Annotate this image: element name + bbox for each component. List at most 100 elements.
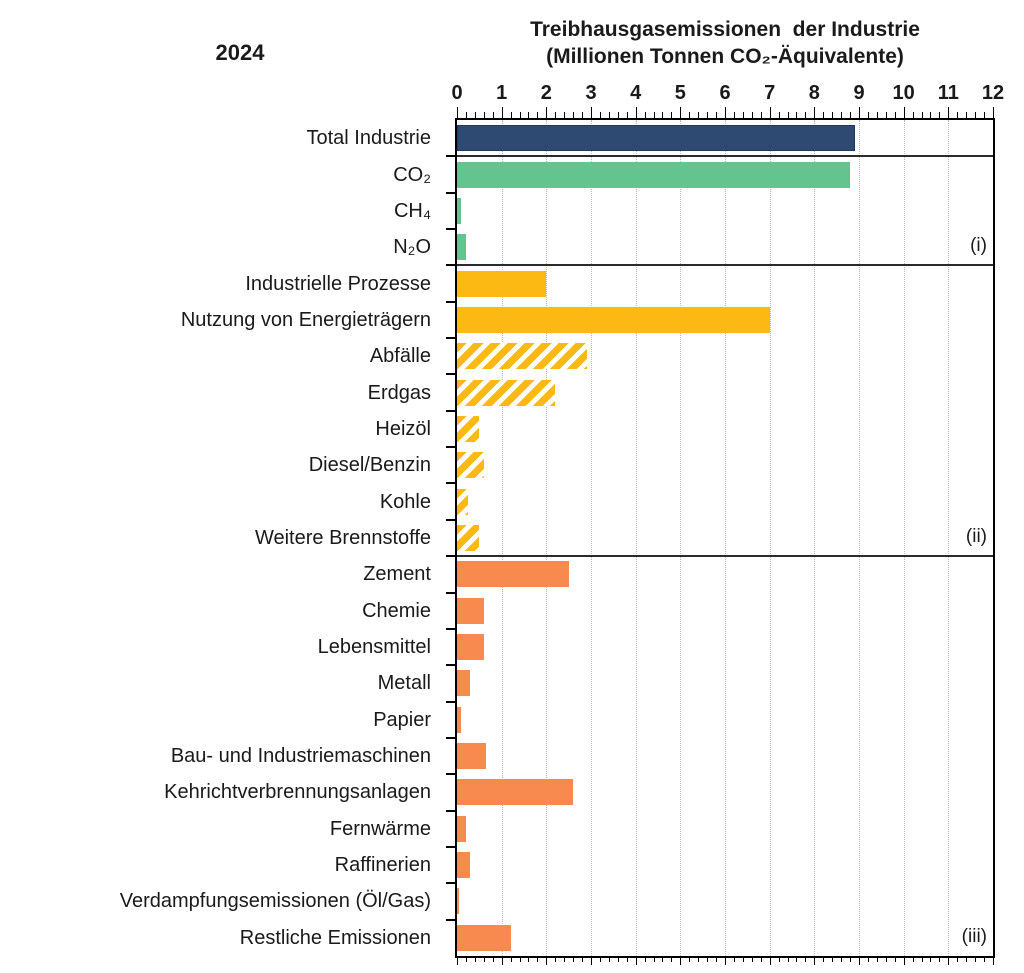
row-boundary-tick	[446, 700, 455, 703]
x-major-tick	[814, 958, 816, 965]
x-minor-tick	[805, 958, 807, 962]
section-divider	[457, 155, 993, 158]
x-minor-tick	[537, 958, 539, 962]
x-axis-tick-labels: 0 1 2 3 4 5 6 7 8 9 10 11 12	[0, 82, 1024, 106]
chart-title: Treibhausgasemissionen der Industrie (Mi…	[450, 16, 1000, 71]
row-boundary-tick	[446, 918, 455, 921]
x-major-tick	[546, 958, 548, 965]
x-tick-label: 8	[808, 82, 820, 104]
row-boundary-tick	[446, 446, 455, 449]
x-tick-label: 3	[585, 82, 597, 104]
bar-chemie	[457, 597, 484, 624]
x-major-tick	[859, 958, 860, 965]
x-minor-tick	[733, 958, 735, 962]
x-minor-tick	[599, 958, 601, 962]
x-major-tick	[993, 958, 994, 965]
row-label: Lebensmittel	[317, 636, 431, 659]
bar-n-o	[457, 234, 466, 261]
x-minor-tick	[778, 112, 780, 118]
x-minor-tick	[832, 958, 834, 962]
bar-heiz-l	[457, 415, 480, 442]
x-minor-tick	[939, 958, 941, 962]
bar-verdampfungsemissionen-l-gas-	[457, 888, 460, 915]
x-minor-tick	[867, 958, 869, 962]
x-minor-tick	[850, 958, 852, 962]
x-minor-tick	[841, 112, 843, 118]
x-minor-tick	[671, 958, 673, 962]
x-minor-tick	[823, 112, 825, 118]
row-label: Restliche Emissionen	[239, 926, 431, 949]
section-annotation-branchen: (iii)	[961, 925, 987, 947]
x-tick-label: 11	[937, 82, 959, 104]
x-minor-tick	[555, 958, 557, 962]
bar-kohle	[457, 488, 469, 515]
x-major-tick	[948, 958, 950, 965]
x-minor-tick	[564, 958, 566, 962]
x-minor-tick	[465, 958, 467, 962]
gridline	[635, 120, 637, 956]
x-minor-tick	[716, 958, 718, 962]
section-divider	[457, 264, 993, 267]
x-tick-label: 7	[764, 82, 776, 104]
x-minor-tick	[930, 958, 932, 962]
gridline	[859, 120, 860, 956]
x-minor-tick	[984, 958, 986, 962]
x-minor-tick	[626, 958, 628, 962]
x-tick-label: 5	[674, 82, 686, 104]
row-boundary-tick	[446, 191, 455, 194]
row-label: Bau- und Industriemaschinen	[170, 745, 431, 768]
chart-title-line2: (Millionen Tonnen CO₂-Äquivalente)	[546, 45, 904, 69]
row-boundary-tick	[446, 627, 455, 630]
x-tick-label: 1	[496, 82, 508, 104]
x-minor-tick	[510, 112, 512, 118]
bar-industrielle-prozesse	[457, 270, 547, 297]
row-label: Metall	[377, 672, 431, 695]
x-minor-tick	[921, 112, 923, 118]
x-minor-tick	[573, 112, 575, 118]
x-major-tick	[993, 107, 994, 118]
x-major-tick	[501, 958, 503, 965]
gridline	[680, 120, 682, 956]
x-minor-tick	[483, 112, 485, 118]
bar-restliche-emissionen	[457, 924, 511, 951]
row-label: Nutzung von Energieträgern	[180, 308, 431, 331]
x-minor-tick	[796, 112, 798, 118]
x-minor-tick	[626, 112, 628, 118]
x-minor-tick	[689, 112, 691, 118]
x-minor-tick	[787, 958, 789, 962]
row-boundary-tick	[446, 482, 455, 485]
row-boundary-tick	[446, 664, 455, 667]
row-label: Total Industrie	[306, 127, 431, 150]
bar-erdgas	[457, 379, 556, 406]
row-boundary-tick	[446, 373, 455, 376]
x-minor-tick	[894, 112, 896, 118]
x-minor-tick	[519, 958, 521, 962]
x-minor-tick	[573, 958, 575, 962]
row-boundary-tick	[446, 809, 455, 812]
x-minor-tick	[975, 112, 977, 118]
x-minor-tick	[966, 112, 968, 118]
x-minor-tick	[930, 112, 932, 118]
bar-papier	[457, 706, 462, 733]
x-minor-tick	[537, 112, 539, 118]
row-label: Fernwärme	[329, 817, 431, 840]
x-minor-tick	[751, 958, 753, 962]
x-minor-tick	[617, 112, 619, 118]
x-minor-tick	[582, 112, 584, 118]
x-major-tick	[948, 107, 950, 118]
row-label: CO₂	[393, 163, 431, 186]
x-minor-tick	[796, 958, 798, 962]
bar-lebensmittel	[457, 634, 484, 661]
x-tick-label: 12	[981, 82, 1005, 104]
row-boundary-tick	[446, 300, 455, 303]
section-divider	[457, 555, 993, 558]
x-minor-tick	[698, 958, 700, 962]
x-major-tick	[680, 107, 682, 118]
x-minor-tick	[608, 112, 610, 118]
gridline	[546, 120, 548, 956]
row-label: Diesel/Benzin	[308, 454, 431, 477]
row-boundary-tick	[446, 773, 455, 776]
x-minor-tick	[707, 112, 709, 118]
category-labels: Total Industrie CO₂ CH₄ N₂O Industrielle Pro…	[0, 118, 443, 958]
x-minor-tick	[975, 958, 977, 962]
